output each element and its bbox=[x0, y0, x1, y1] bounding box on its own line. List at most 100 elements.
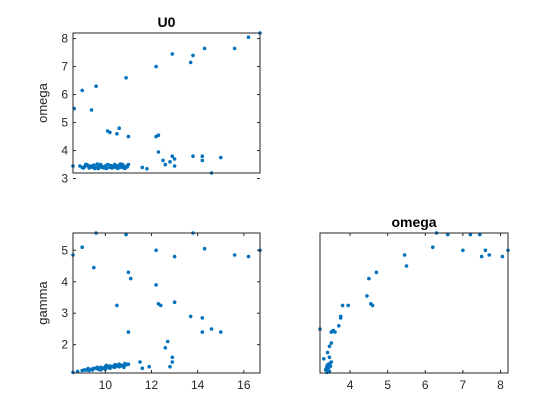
points-top-left bbox=[71, 31, 262, 175]
data-point bbox=[165, 339, 170, 344]
data-point bbox=[324, 367, 328, 372]
data-point bbox=[90, 165, 95, 170]
y-tick-label: 8 bbox=[61, 32, 68, 46]
y-axis-label: gamma bbox=[35, 281, 50, 325]
data-point bbox=[124, 76, 128, 80]
data-point bbox=[202, 46, 207, 51]
data-point bbox=[200, 158, 205, 163]
data-point bbox=[163, 346, 168, 350]
data-point bbox=[126, 134, 131, 139]
data-point bbox=[90, 368, 95, 372]
plot-area bbox=[320, 233, 508, 373]
data-point bbox=[115, 132, 119, 136]
data-point bbox=[81, 166, 86, 170]
data-point bbox=[78, 164, 82, 168]
data-point bbox=[367, 276, 371, 281]
data-point bbox=[326, 362, 331, 367]
y-tick-label: 2 bbox=[61, 338, 68, 352]
panel-bottom-right: 4 5 6 7 8 omega bbox=[318, 214, 510, 392]
data-point bbox=[158, 303, 163, 308]
data-point bbox=[119, 165, 124, 170]
y-tick-label: 6 bbox=[61, 88, 68, 102]
data-point bbox=[219, 330, 223, 334]
x-tick-label: 12 bbox=[145, 378, 159, 392]
data-point bbox=[156, 150, 161, 154]
data-point bbox=[468, 232, 473, 237]
data-point bbox=[329, 360, 334, 364]
data-point bbox=[128, 276, 133, 281]
data-point bbox=[154, 283, 158, 287]
data-point bbox=[115, 303, 119, 308]
data-point bbox=[147, 364, 151, 369]
data-point bbox=[154, 248, 158, 253]
data-point bbox=[200, 330, 205, 334]
data-point bbox=[123, 166, 127, 171]
data-point bbox=[246, 254, 251, 259]
data-point bbox=[95, 365, 99, 370]
data-point bbox=[325, 350, 330, 355]
x-tick-label: 14 bbox=[191, 378, 205, 392]
y-tick-label: 7 bbox=[61, 60, 68, 74]
data-point bbox=[402, 253, 407, 257]
data-point bbox=[172, 164, 177, 168]
data-point bbox=[170, 355, 175, 360]
y-tick-label: 3 bbox=[61, 172, 68, 186]
data-point bbox=[446, 232, 450, 237]
data-point bbox=[337, 324, 341, 328]
data-point bbox=[156, 133, 161, 137]
data-point bbox=[188, 60, 193, 65]
data-point bbox=[113, 165, 118, 170]
data-point bbox=[219, 155, 223, 160]
data-point bbox=[170, 360, 175, 364]
panel-title: U0 bbox=[158, 14, 176, 30]
data-point bbox=[191, 53, 195, 58]
panel-bottom-left: 2 3 4 5 10 12 14 16 gamma bbox=[35, 231, 262, 392]
axes-box bbox=[72, 232, 261, 374]
axes-box bbox=[72, 32, 261, 174]
plot-area bbox=[73, 233, 260, 373]
data-point bbox=[86, 163, 90, 168]
data-point bbox=[461, 248, 465, 253]
data-point bbox=[370, 303, 375, 308]
data-point bbox=[200, 154, 205, 158]
data-point bbox=[163, 162, 168, 167]
data-point bbox=[172, 300, 177, 305]
data-point bbox=[154, 64, 158, 69]
data-point bbox=[483, 248, 488, 253]
data-point bbox=[80, 88, 84, 93]
data-point bbox=[172, 254, 177, 259]
data-point bbox=[479, 254, 484, 259]
data-point bbox=[172, 157, 177, 161]
points-bottom-right bbox=[318, 231, 510, 375]
data-point bbox=[246, 35, 251, 39]
panel-title: omega bbox=[391, 214, 436, 230]
x-tick-label: 5 bbox=[384, 378, 391, 392]
data-point bbox=[117, 126, 121, 130]
data-point bbox=[86, 366, 90, 371]
x-tick-label: 16 bbox=[237, 378, 251, 392]
data-point bbox=[170, 154, 175, 158]
data-point bbox=[170, 52, 175, 56]
data-point bbox=[232, 46, 237, 51]
data-point bbox=[80, 245, 84, 249]
y-tick-label: 4 bbox=[61, 275, 68, 289]
axes-box bbox=[319, 232, 509, 374]
data-point bbox=[168, 364, 172, 369]
data-point bbox=[92, 265, 96, 270]
y-axis-label: omega bbox=[35, 82, 50, 123]
x-tick-label: 8 bbox=[497, 378, 504, 392]
data-point bbox=[333, 330, 337, 334]
y-tick-label: 5 bbox=[61, 243, 68, 257]
data-point bbox=[487, 253, 492, 257]
data-point bbox=[202, 246, 207, 251]
data-point bbox=[104, 166, 109, 171]
plot-area bbox=[73, 33, 260, 173]
data-point bbox=[209, 327, 214, 331]
data-point bbox=[431, 245, 435, 249]
data-point bbox=[100, 366, 104, 371]
data-point bbox=[232, 253, 237, 257]
x-tick-label: 7 bbox=[460, 378, 467, 392]
data-point bbox=[340, 303, 345, 308]
data-point bbox=[374, 270, 379, 275]
